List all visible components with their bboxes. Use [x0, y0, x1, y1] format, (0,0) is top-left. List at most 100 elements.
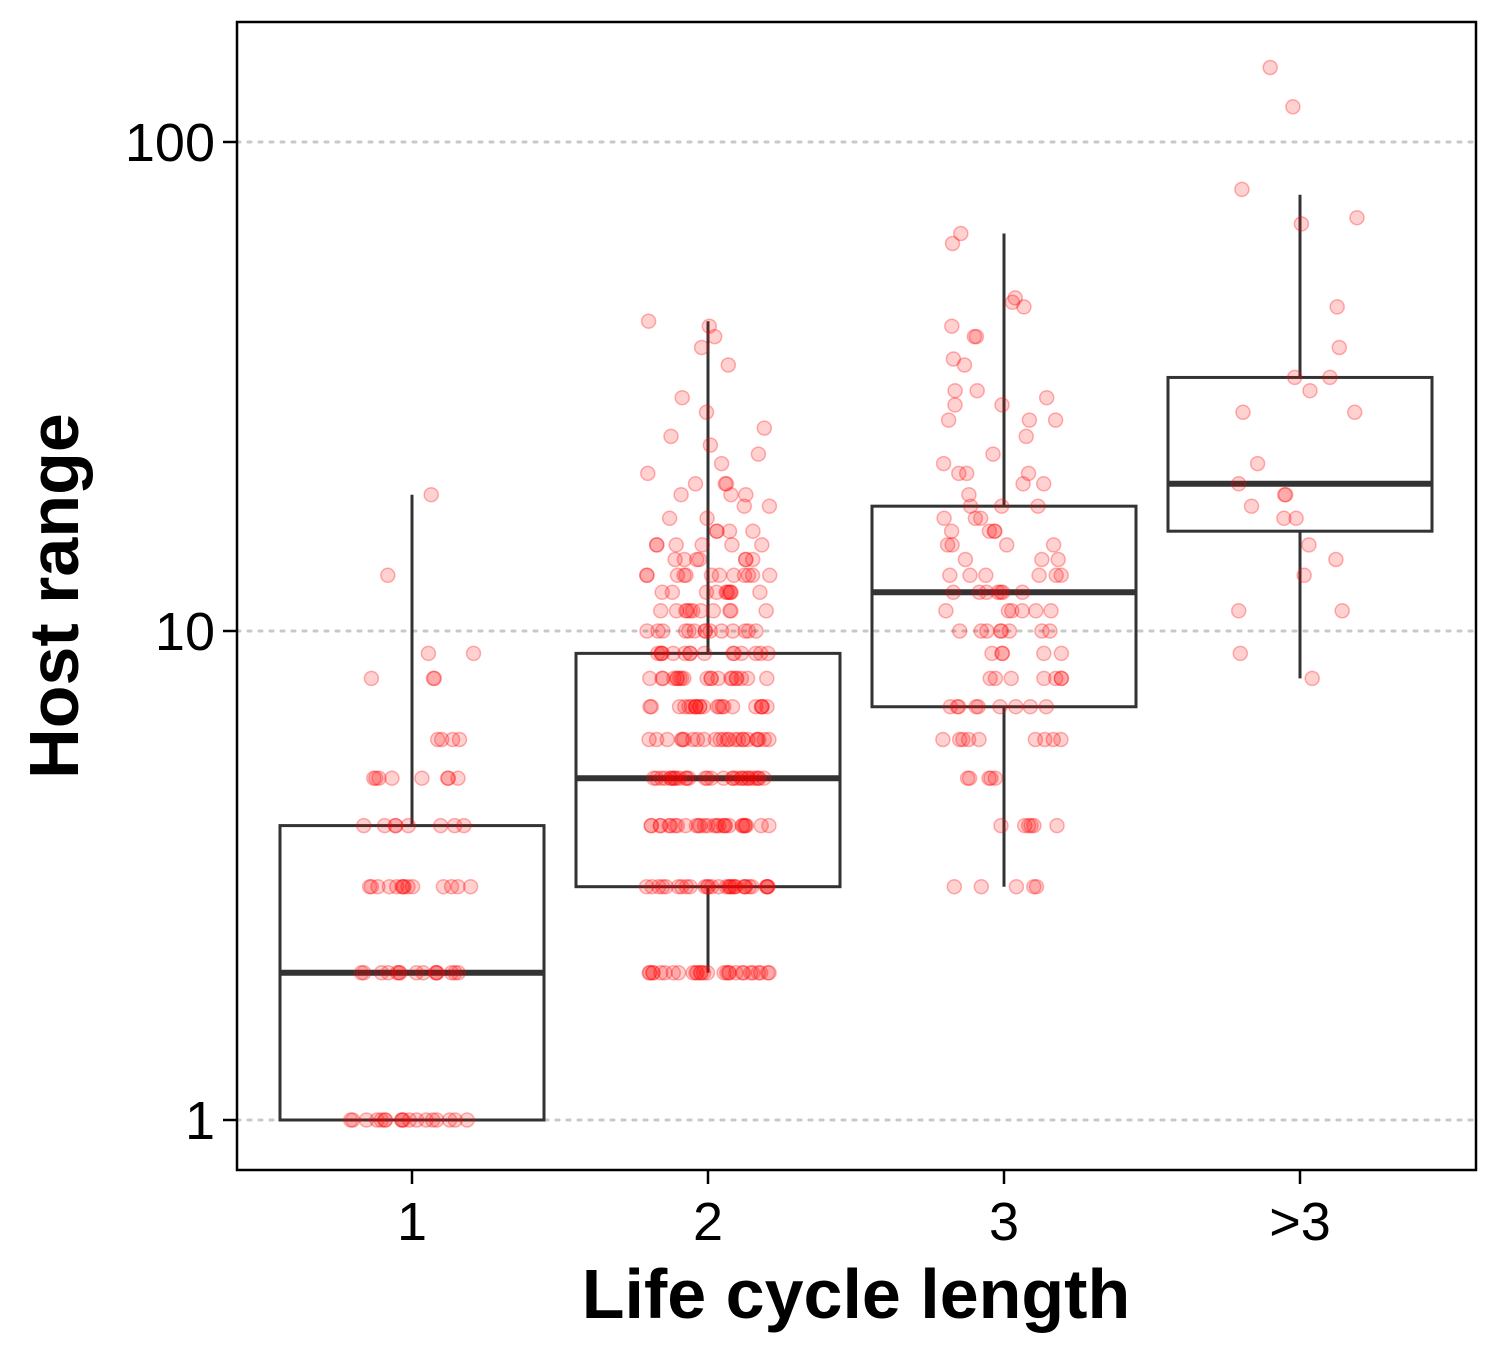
data-point: [744, 551, 761, 568]
data-point: [377, 1112, 393, 1128]
data-point: [753, 698, 770, 715]
data-point: [662, 770, 679, 786]
data-point: [1293, 216, 1310, 232]
data-point: [697, 623, 713, 639]
boxes: [278, 194, 1434, 1122]
data-point: [669, 817, 686, 834]
data-point: [673, 486, 689, 503]
data-point: [983, 770, 999, 786]
data-point: [645, 965, 661, 981]
data-point: [744, 770, 761, 786]
data-point: [968, 698, 984, 715]
data-point: [1042, 623, 1058, 639]
data-point: [655, 670, 671, 687]
data-point: [759, 878, 776, 895]
data-point: [400, 878, 416, 895]
data-point: [1234, 181, 1250, 198]
data-point: [737, 623, 753, 639]
data-point: [655, 623, 671, 639]
data-point: [389, 965, 406, 981]
data-point: [1038, 389, 1055, 406]
data-point: [950, 698, 967, 715]
data-point: [408, 965, 425, 981]
data-point: [699, 510, 715, 527]
data-point: [668, 770, 685, 786]
data-point: [676, 670, 692, 687]
data-point: [432, 817, 449, 834]
x-tick-label: 2: [693, 1192, 723, 1252]
data-point: [733, 645, 750, 662]
data-point: [677, 623, 694, 639]
data-point: [669, 567, 686, 584]
data-point: [685, 731, 701, 748]
x-tick-label: 3: [989, 1192, 1019, 1252]
data-point: [961, 770, 978, 786]
data-point: [1285, 99, 1301, 115]
data-point: [1322, 369, 1338, 386]
data-point: [749, 731, 765, 748]
data-point: [423, 486, 439, 503]
data-point: [1016, 299, 1032, 315]
data-point: [641, 965, 657, 981]
data-point: [648, 770, 665, 786]
data-point: [666, 770, 682, 786]
data-point: [462, 878, 479, 895]
data-point: [1014, 603, 1030, 619]
data-point: [345, 1112, 361, 1128]
data-point: [968, 328, 985, 345]
data-point: [706, 328, 723, 345]
data-point: [658, 878, 674, 895]
data-point: [648, 537, 665, 553]
data-point: [951, 731, 968, 748]
data-point: [721, 731, 737, 748]
data-point: [373, 1112, 389, 1128]
data-point: [693, 603, 709, 619]
data-point: [699, 670, 715, 687]
box-iqr: [870, 504, 1138, 709]
data-point: [677, 817, 694, 834]
data-point: [358, 1112, 375, 1128]
data-point: [425, 670, 442, 687]
data-point: [728, 965, 744, 981]
data-point: [759, 670, 775, 687]
data-point: [735, 965, 752, 981]
data-point: [978, 584, 995, 601]
data-point: [752, 584, 768, 601]
data-point: [1053, 645, 1070, 662]
x-axis-title: Life cycle length: [582, 1255, 1130, 1333]
data-point: [435, 878, 452, 895]
data-point: [676, 567, 692, 584]
data-point: [728, 670, 744, 687]
data-point: [945, 351, 962, 367]
data-point: [371, 770, 387, 786]
data-point: [990, 584, 1006, 601]
data-point: [688, 698, 704, 715]
data-point: [387, 817, 404, 834]
data-point: [1288, 510, 1304, 527]
data-point: [958, 465, 975, 482]
data-point: [1334, 603, 1350, 619]
data-point: [1036, 670, 1052, 687]
data-point: [982, 670, 998, 687]
data-point: [727, 731, 743, 748]
data-point: [1301, 537, 1317, 553]
data-point: [721, 878, 738, 895]
data-point: [708, 817, 725, 834]
plot-panel-border: [235, 20, 1478, 1172]
data-point: [699, 965, 716, 981]
data-point: [745, 523, 761, 539]
data-point: [992, 623, 1009, 639]
data-point: [724, 698, 741, 715]
data-point: [758, 603, 774, 619]
data-point: [730, 731, 747, 748]
data-point: [394, 878, 410, 895]
data-point: [426, 670, 443, 687]
data-point: [664, 584, 681, 601]
data-point: [395, 1112, 412, 1128]
data-point: [1026, 817, 1042, 834]
data-point: [670, 965, 687, 981]
data-point: [666, 670, 682, 687]
data-point: [944, 318, 960, 334]
data-point: [949, 698, 966, 715]
data-point: [1003, 670, 1019, 687]
